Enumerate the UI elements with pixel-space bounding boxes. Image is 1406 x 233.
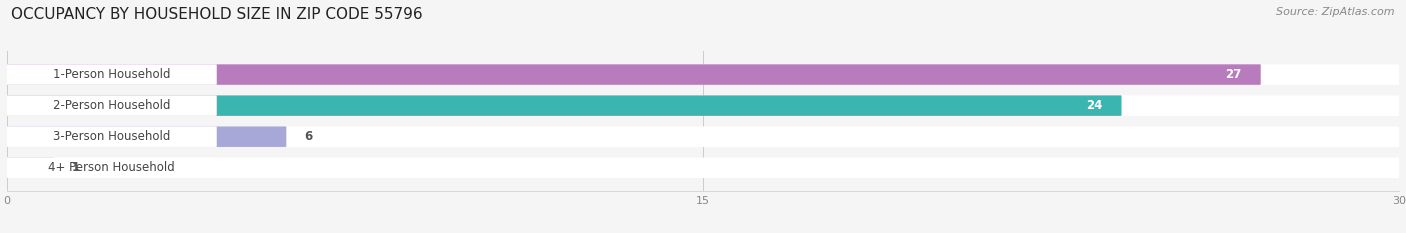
FancyBboxPatch shape xyxy=(6,64,1400,85)
Text: 4+ Person Household: 4+ Person Household xyxy=(48,161,174,174)
Text: 6: 6 xyxy=(304,130,312,143)
Text: OCCUPANCY BY HOUSEHOLD SIZE IN ZIP CODE 55796: OCCUPANCY BY HOUSEHOLD SIZE IN ZIP CODE … xyxy=(11,7,423,22)
FancyBboxPatch shape xyxy=(6,95,1400,116)
FancyBboxPatch shape xyxy=(6,127,287,147)
FancyBboxPatch shape xyxy=(6,127,1400,147)
FancyBboxPatch shape xyxy=(6,64,1261,85)
FancyBboxPatch shape xyxy=(6,158,1400,178)
Text: 27: 27 xyxy=(1225,68,1241,81)
Text: 1: 1 xyxy=(72,161,80,174)
FancyBboxPatch shape xyxy=(6,95,1122,116)
Text: Source: ZipAtlas.com: Source: ZipAtlas.com xyxy=(1277,7,1395,17)
FancyBboxPatch shape xyxy=(6,64,217,85)
FancyBboxPatch shape xyxy=(6,127,217,147)
Text: 24: 24 xyxy=(1085,99,1102,112)
FancyBboxPatch shape xyxy=(6,158,55,178)
Text: 1-Person Household: 1-Person Household xyxy=(52,68,170,81)
Text: 2-Person Household: 2-Person Household xyxy=(52,99,170,112)
FancyBboxPatch shape xyxy=(6,95,217,116)
Text: 3-Person Household: 3-Person Household xyxy=(53,130,170,143)
FancyBboxPatch shape xyxy=(6,158,217,178)
